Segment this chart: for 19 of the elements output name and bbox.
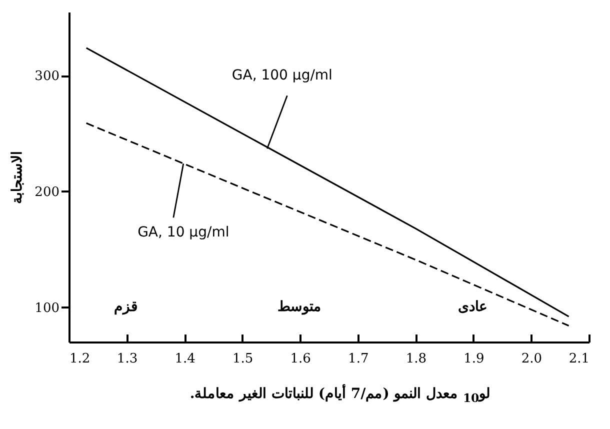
annotation: GA, 10 µg/ml: [138, 224, 230, 241]
x-tick-label: 1.7: [348, 352, 369, 366]
annotation: قزم: [114, 299, 138, 315]
x-tick-label: 1.5: [232, 352, 254, 366]
x-tick-label: 2.0: [521, 352, 542, 366]
x-tick-label: 2.1: [568, 352, 590, 366]
y-axis-title: الاستجابة: [10, 151, 26, 204]
annotation: متوسط: [277, 299, 322, 315]
y-tick-label: 200: [34, 184, 60, 200]
annotation: عادى: [458, 299, 488, 315]
y-tick-label: 300: [34, 69, 60, 84]
x-tick-label: 1.6: [290, 352, 311, 366]
y-tick-label: 100: [34, 300, 60, 316]
x-tick-label: 1.3: [116, 352, 138, 366]
x-tick-label: 1.9: [464, 352, 484, 366]
annotation: GA, 100 µg/ml: [232, 68, 332, 84]
x-tick-label: 1.2: [70, 352, 90, 366]
x-tick-label: 1.4: [174, 352, 196, 366]
x-tick-label: 1.8: [406, 352, 427, 366]
